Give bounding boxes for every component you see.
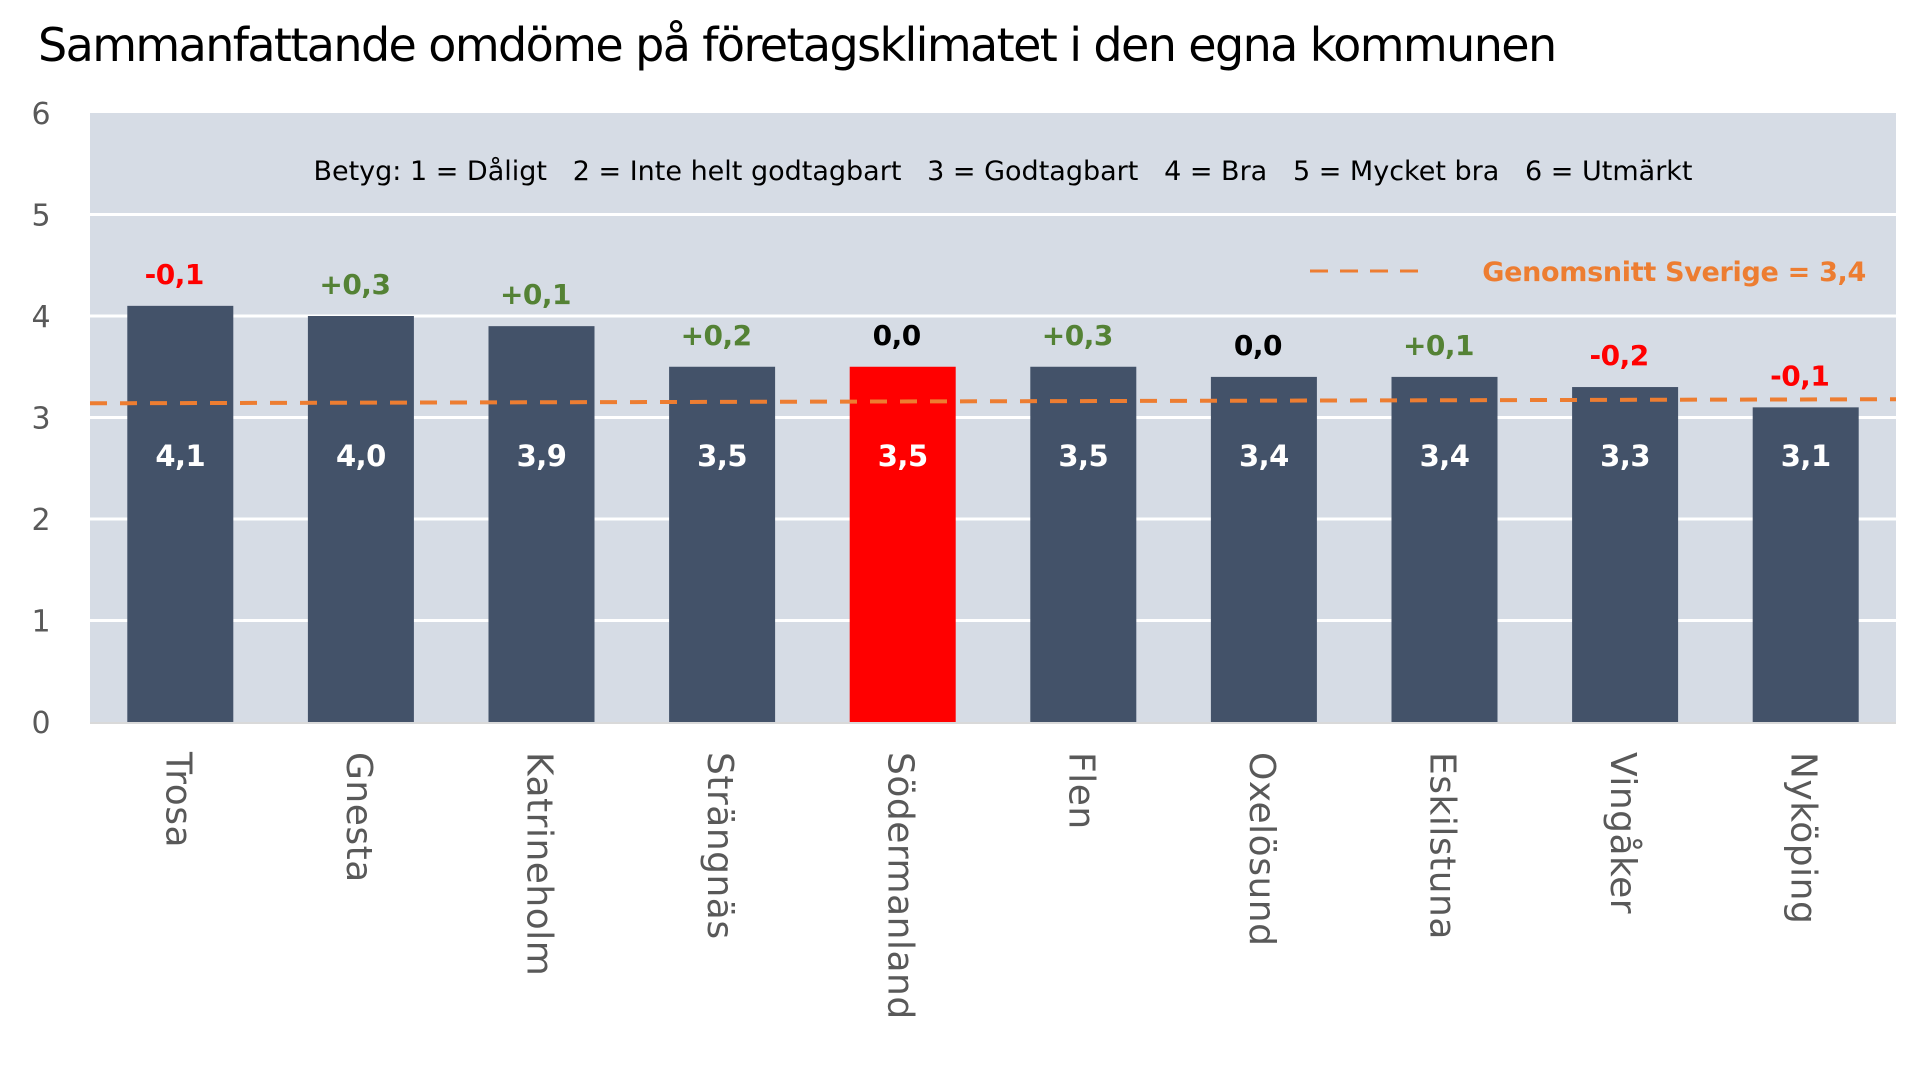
x-tick-label: Eskilstuna xyxy=(1422,752,1463,940)
bar-value-label: 3,3 xyxy=(1600,439,1650,473)
change-labels: -0,1 +0,3 +0,1 +0,2 0,0 +0,3 0,0 +0,1 -0,2 -0,1 xyxy=(145,258,1830,393)
bar-flen xyxy=(1030,366,1137,722)
y-tick-label: 5 xyxy=(31,199,50,234)
rating-scale-legend: Betyg: 1 = Dåligt 2 = Inte helt godtagba… xyxy=(313,156,1692,187)
y-tick-label: 6 xyxy=(31,97,50,132)
y-tick-label: 1 xyxy=(31,605,50,640)
x-tick-label: Vingåker xyxy=(1602,752,1643,914)
change-label: -0,1 xyxy=(1770,359,1829,392)
bar-trosa xyxy=(127,305,234,722)
bar-vingåker xyxy=(1572,387,1679,722)
change-label: 0,0 xyxy=(873,319,921,352)
change-label: -0,2 xyxy=(1589,339,1648,372)
x-tick-label: Strängnäs xyxy=(699,752,740,940)
bar-value-label: 3,5 xyxy=(697,439,747,473)
y-tick-label: 0 xyxy=(31,706,50,741)
x-tick-label: Södermanland xyxy=(880,752,921,1020)
change-label: 0,0 xyxy=(1234,329,1282,362)
change-label: +0,1 xyxy=(1403,329,1474,362)
reference-line-legend: Genomsnitt Sverige = 3,4 xyxy=(1310,257,1866,288)
bar-oxelösund xyxy=(1210,376,1317,722)
bar-value-label: 3,1 xyxy=(1781,439,1831,473)
reference-line-legend-label: Genomsnitt Sverige = 3,4 xyxy=(1482,257,1866,288)
x-tick-label: Oxelösund xyxy=(1241,752,1282,946)
x-axis-tick-labels: Trosa Gnesta Katrineholm Strängnäs Södermanl… xyxy=(157,751,1823,1020)
bar-value-label: 3,5 xyxy=(878,439,928,473)
bar-strängnäs xyxy=(669,366,776,722)
bar-nyköping xyxy=(1752,407,1859,722)
bar-eskilstuna xyxy=(1391,376,1498,722)
change-label: +0,2 xyxy=(681,319,752,352)
y-tick-label: 4 xyxy=(31,300,50,335)
bar-value-label: 3,5 xyxy=(1058,439,1108,473)
reference-line-sverige-average xyxy=(89,397,1897,406)
bar-södermanland xyxy=(849,366,956,722)
bar-value-label: 4,1 xyxy=(155,439,205,473)
change-label: +0,3 xyxy=(319,268,390,301)
bar-value-label: 3,9 xyxy=(517,439,567,473)
x-tick-label: Nyköping xyxy=(1783,752,1824,924)
bar-value-label: 3,4 xyxy=(1420,439,1470,473)
change-label: +0,1 xyxy=(500,278,571,311)
x-tick-label: Trosa xyxy=(157,751,198,848)
bar-value-labels: 4,1 4,0 3,9 3,5 3,5 3,5 3,4 3,4 3,3 3,1 xyxy=(155,439,1831,473)
y-axis-tick-labels: 0 1 2 3 4 5 6 xyxy=(31,97,50,741)
change-label: +0,3 xyxy=(1042,319,1113,352)
x-tick-label: Flen xyxy=(1060,752,1101,830)
y-tick-label: 2 xyxy=(31,503,50,538)
bar-value-label: 3,4 xyxy=(1239,439,1289,473)
x-tick-label: Katrineholm xyxy=(519,752,560,976)
y-tick-label: 3 xyxy=(31,402,50,437)
x-tick-label: Gnesta xyxy=(338,752,379,883)
change-label: -0,1 xyxy=(145,258,204,291)
chart-title: Sammanfattande omdöme på företagsklimate… xyxy=(38,18,1557,72)
bar-gnesta xyxy=(307,316,414,722)
bars xyxy=(127,305,1859,722)
bar-katrineholm xyxy=(488,326,595,722)
bar-value-label: 4,0 xyxy=(336,439,386,473)
